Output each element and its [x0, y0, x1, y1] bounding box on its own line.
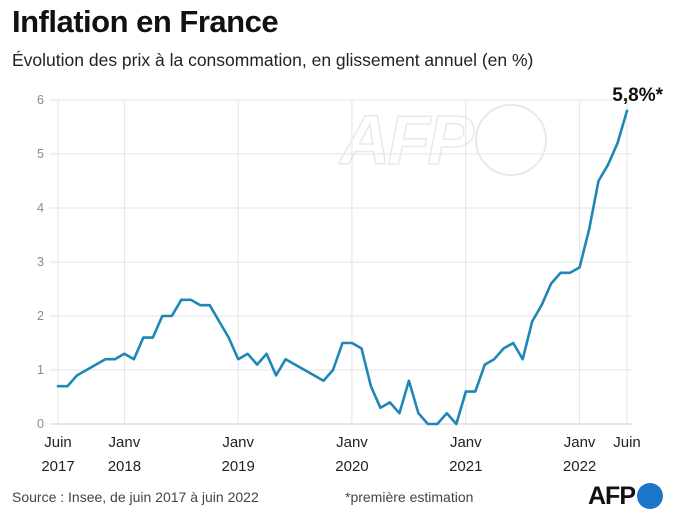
x-tick-year-label: 2022 [563, 458, 596, 475]
last-value-annotation: 5,8%* [612, 85, 663, 106]
y-tick-label: 5 [37, 147, 44, 161]
chart-subtitle: Évolution des prix à la consommation, en… [12, 50, 534, 70]
y-tick-label: 2 [37, 309, 44, 323]
x-tick-month-label: Juin [44, 434, 72, 451]
y-tick-label: 4 [37, 201, 44, 215]
afp-logo-dot-icon [637, 483, 663, 509]
y-tick-label: 3 [37, 255, 44, 269]
source-note: Source : Insee, de juin 2017 à juin 2022 [12, 489, 259, 505]
inflation-series-line [56, 109, 629, 426]
estimate-footnote: *première estimation [345, 489, 474, 505]
chart-title: Inflation en France [12, 4, 279, 39]
x-tick-month-label: Janv [450, 434, 482, 451]
x-tick-month-label: Janv [109, 434, 141, 451]
y-tick-label: 0 [37, 417, 44, 431]
x-tick-year-label: 2021 [449, 458, 482, 475]
x-tick-month-label: Juin [613, 434, 641, 451]
x-tick-year-label: 2019 [221, 458, 254, 475]
x-tick-month-label: Janv [564, 434, 596, 451]
afp-watermark: AFP [339, 100, 547, 180]
x-tick-month-label: Janv [336, 434, 368, 451]
afp-logo-text: AFP [588, 481, 636, 510]
afp-watermark-circle-icon [475, 104, 547, 176]
y-tick-label: 1 [37, 363, 44, 377]
y-tick-label: 6 [37, 93, 44, 107]
afp-logo: AFP [588, 481, 663, 511]
x-tick-year-label: 2018 [108, 458, 141, 475]
x-tick-year-label: 2020 [335, 458, 368, 475]
afp-watermark-text: AFP [339, 100, 475, 180]
x-tick-year-label: 2017 [41, 458, 74, 475]
x-tick-month-label: Janv [222, 434, 254, 451]
